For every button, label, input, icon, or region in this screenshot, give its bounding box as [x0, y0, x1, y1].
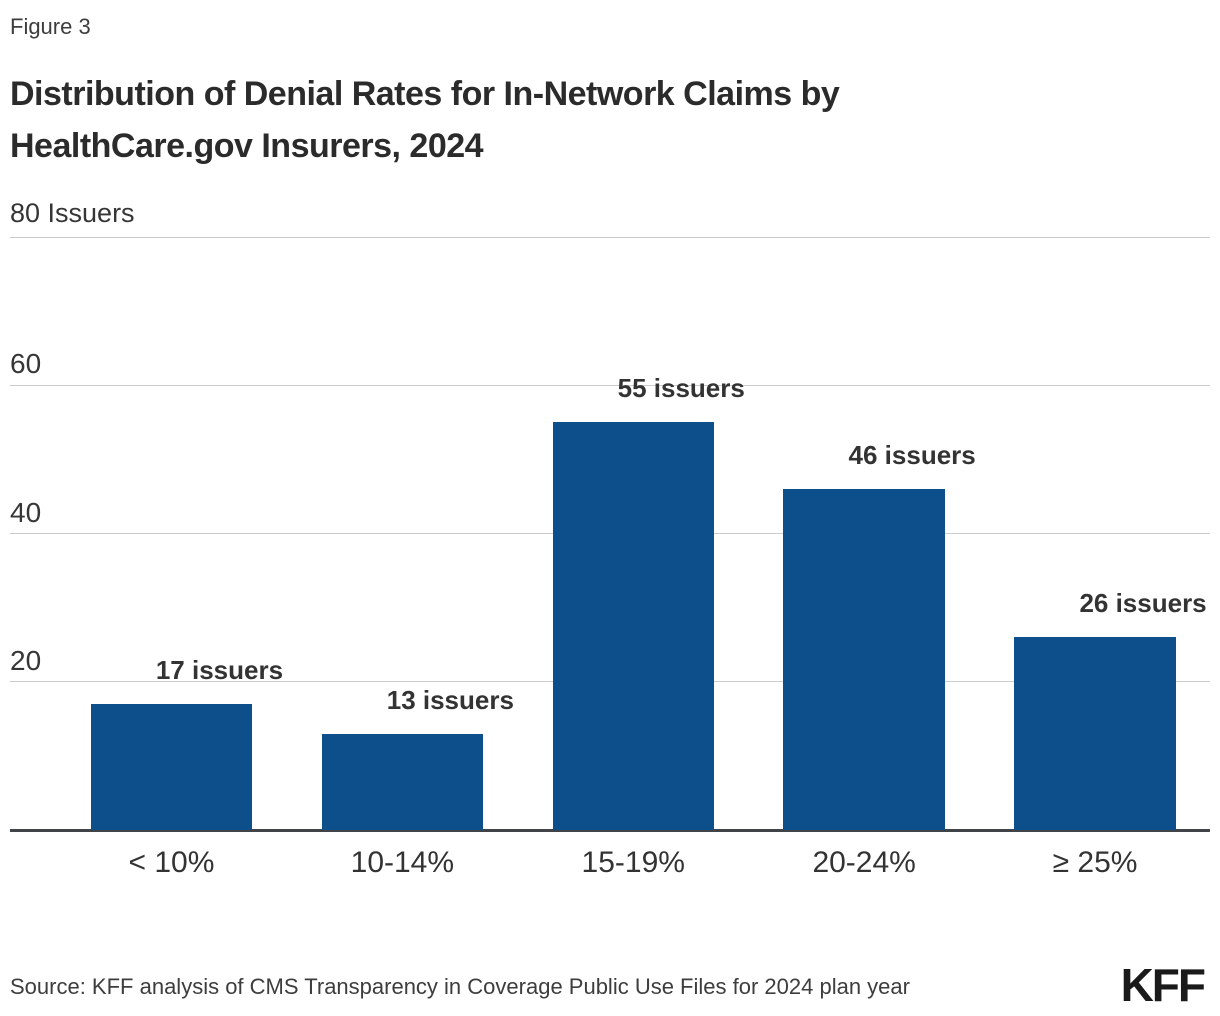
bar-20-24%	[783, 489, 945, 830]
bar-15-19%	[552, 422, 714, 830]
page-title-line-2: HealthCare.gov Insurers, 2024	[10, 127, 484, 165]
y-axis-tick-label-20: 20	[10, 644, 42, 676]
y-axis-tick-label-40: 40	[10, 496, 42, 528]
bar-value-label: 17 issuers	[155, 655, 284, 685]
x-axis-category-label: 15-19%	[581, 846, 685, 879]
bar-value-label: 55 issuers	[617, 373, 745, 404]
plot-area: 20 40 60 17 issuers < 10% 13 issuers 10-14% 55 …	[10, 236, 1210, 879]
page-title-line-1: Distribution of Denial Rates for In-Netw…	[10, 75, 840, 113]
gridline-80	[10, 236, 1210, 238]
x-axis-category-label: 10-14%	[350, 846, 455, 879]
y-axis-unit-label: 80 Issuers	[10, 198, 135, 228]
gridline-60	[10, 384, 1210, 386]
source-note: Source: KFF analysis of CMS Transparency…	[10, 974, 910, 999]
x-axis-category-label: ≥ 25%	[1052, 846, 1138, 879]
bar-10-14%	[321, 733, 484, 830]
y-axis-tick-label-60: 60	[10, 348, 42, 380]
x-axis-category-label: < 10%	[128, 846, 215, 879]
figure-label: Figure 3	[10, 14, 91, 39]
bar-value-label: 26 issuers	[1079, 588, 1207, 619]
x-axis-category-label: 20-24%	[812, 846, 916, 879]
bar-value-label: 13 issuers	[386, 684, 514, 715]
x-axis-line	[10, 829, 1210, 832]
kff-logo: KFF	[1120, 959, 1206, 1011]
bar-≥ 25%	[1014, 637, 1176, 830]
bar-value-label: 46 issuers	[848, 440, 976, 471]
bar-< 10%	[90, 704, 253, 830]
page-title: Distribution of Denial Rates for In-Netw…	[10, 68, 840, 172]
